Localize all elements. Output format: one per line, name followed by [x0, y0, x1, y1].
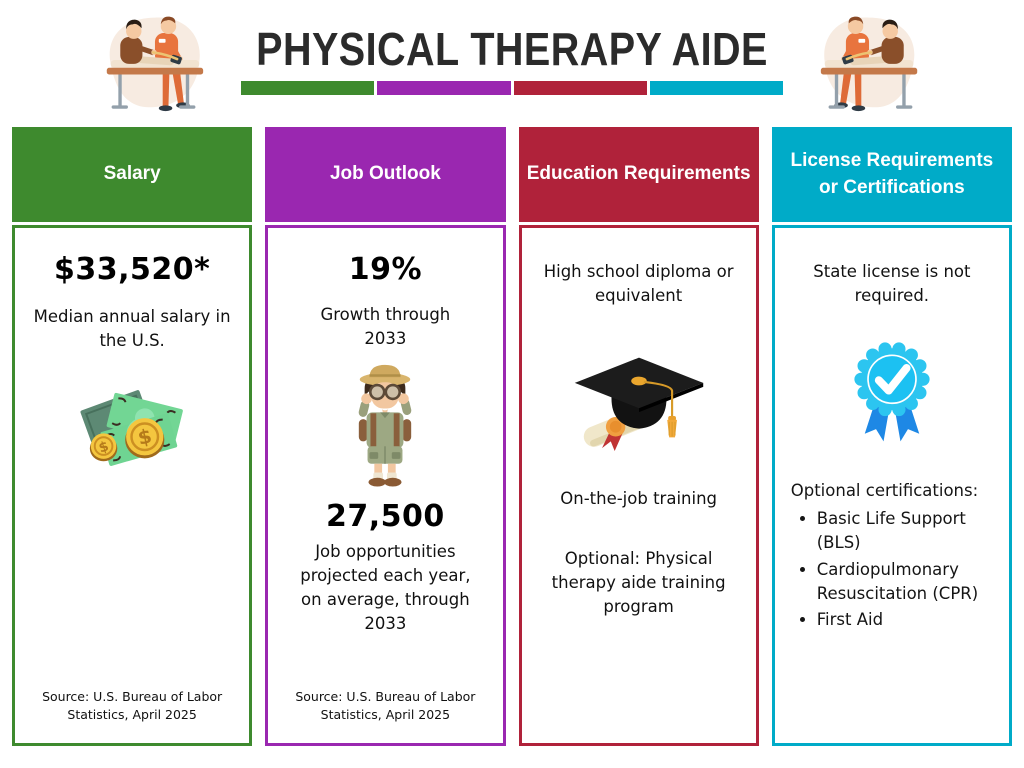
column-education-title: Education Requirements [526, 163, 751, 185]
growth-description: Growth through 2033 [320, 305, 451, 348]
column-education-body: High school diploma or equivalent [518, 225, 759, 746]
job-outlook-source: Source: U.S. Bureau of Labor Statistics,… [295, 689, 476, 722]
physical-therapy-illustration-left [90, 8, 218, 114]
growth-value: 19% [348, 252, 423, 287]
column-license-header: License Requirements or Certifications [771, 127, 1012, 222]
column-salary-body: $33,520* Median annual salary in the U.S… [12, 225, 253, 746]
certifications-block: Optional certifications: Basic Life Supp… [785, 479, 999, 636]
openings-value: 27,500 [325, 498, 445, 534]
column-salary-title: Salary [103, 163, 161, 185]
certification-item: Cardiopulmonary Resuscitation (CPR) [817, 558, 995, 606]
salary-description: Median annual salary in the U.S. [33, 307, 231, 350]
column-job-outlook-body: 19% Growth through 2033 [265, 225, 506, 746]
certifications-intro: Optional certifications: [790, 480, 979, 500]
certification-item: Basic Life Support (BLS) [817, 507, 995, 555]
svg-text:$: $ [136, 424, 154, 449]
certification-item: First Aid [817, 608, 995, 632]
column-license: License Requirements or Certifications S… [771, 127, 1012, 746]
divider-segment-red [513, 81, 647, 95]
money-bills-coins-icon: $ $ [68, 375, 196, 479]
column-license-title: License Requirements or Certifications [790, 149, 994, 198]
certification-badge-icon [845, 334, 939, 453]
column-job-outlook-header: Job Outlook [265, 127, 506, 222]
column-education: Education Requirements High school diplo… [518, 127, 759, 746]
page-title: PHYSICAL THERAPY AIDE [256, 23, 768, 75]
column-salary-header: Salary [12, 127, 253, 222]
explorer-child-binoculars-icon [341, 359, 429, 491]
divider-segment-cyan [649, 81, 783, 95]
divider-color-bar [241, 81, 783, 95]
license-description: State license is not required. [813, 262, 971, 305]
certifications-list: Basic Life Support (BLS) Cardiopulmonary… [791, 507, 995, 633]
column-job-outlook-title: Job Outlook [329, 163, 441, 185]
column-salary: Salary $33,520* Median annual salary in … [12, 127, 253, 746]
graduation-cap-diploma-icon [566, 344, 712, 457]
column-license-body: State license is not required. [771, 225, 1012, 746]
info-columns: Salary $33,520* Median annual salary in … [0, 127, 1024, 746]
education-description: High school diploma or equivalent [543, 262, 734, 305]
column-job-outlook: Job Outlook 19% Growth through 2033 [265, 127, 506, 746]
education-optional: Optional: Physical therapy aide training… [551, 548, 726, 616]
physical-therapy-illustration-right [806, 8, 934, 114]
divider-segment-purple [377, 81, 511, 95]
openings-description: Job opportunities projected each year, o… [300, 541, 471, 633]
divider-segment-green [241, 81, 375, 95]
column-education-header: Education Requirements [518, 127, 759, 222]
infographic-header: PHYSICAL THERAPY AIDE [0, 0, 1024, 120]
education-training: On-the-job training [560, 488, 717, 508]
salary-source: Source: U.S. Bureau of Labor Statistics,… [42, 689, 223, 722]
salary-value: $33,520* [53, 252, 211, 287]
svg-text:$: $ [97, 438, 111, 456]
